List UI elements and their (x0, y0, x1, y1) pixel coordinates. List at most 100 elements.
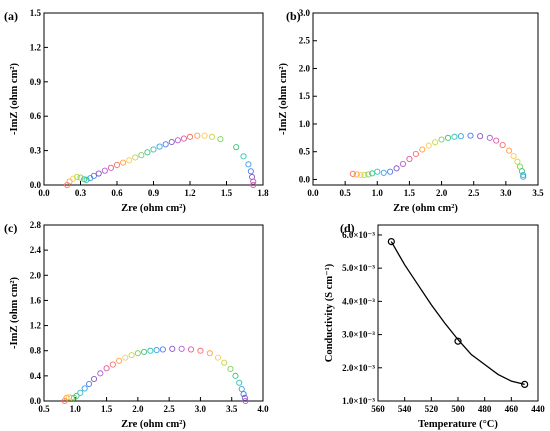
data-point (393, 165, 400, 172)
x-tick-label: 1.5 (101, 404, 113, 414)
x-tick-label: 4.0 (257, 404, 269, 414)
data-point (103, 365, 110, 372)
x-tick-label: 3.0 (500, 188, 512, 198)
data-point (194, 132, 201, 139)
x-tick-label: 0.3 (75, 188, 87, 198)
data-point (162, 141, 169, 148)
data-point (357, 171, 364, 179)
data-point (169, 345, 176, 352)
data-point (120, 159, 127, 166)
y-tick-label: 2.0 (30, 270, 42, 280)
data-point (477, 133, 484, 140)
x-axis-label: Zre (ohm cm²) (121, 419, 186, 430)
data-point (214, 354, 221, 361)
data-point (159, 346, 166, 353)
data-point (126, 157, 133, 164)
panel-label: (b) (286, 9, 301, 23)
y-axis-label: -ImZ (ohm cm²) (9, 277, 20, 349)
data-point (520, 173, 527, 180)
plot-frame (43, 224, 264, 402)
x-tick-label: 1.0 (70, 404, 82, 414)
data-point (250, 178, 257, 185)
x-tick-label: 3.5 (532, 188, 544, 198)
data-point (380, 169, 387, 176)
y-tick-label: 1.2 (30, 42, 42, 52)
data-point (506, 147, 513, 154)
y-tick-label: 1.2 (30, 321, 42, 331)
y-axis-label: -ImZ (ohm cm²) (278, 63, 289, 135)
chart-panel-3: 0.5 1.0 1.5 2.0 2.5 3.0 3.5 4.0 0.0 0.4 0.8 1.2 1.6 2… (4, 220, 269, 430)
x-tick-label: 440 (531, 404, 545, 414)
data-point (206, 350, 213, 357)
y-axis-label: Conductivity (S cm⁻¹) (324, 263, 335, 362)
y-tick-label: 0.3 (30, 146, 42, 156)
y-tick-label: 3.0×10⁻³ (342, 330, 375, 340)
y-tick-label: 0.0 (30, 396, 42, 406)
x-tick-label: 1.2 (184, 188, 196, 198)
x-tick-label: 2.5 (468, 188, 480, 198)
data-point (95, 170, 102, 177)
x-tick-label: 1.0 (372, 188, 384, 198)
data-point (520, 171, 527, 179)
data-point (86, 380, 93, 388)
data-point (510, 153, 517, 160)
x-axis-label: Temperature (°C) (418, 419, 498, 430)
data-point (365, 171, 372, 178)
x-tick-label: 3.5 (226, 404, 238, 414)
data-point (101, 167, 108, 174)
data-point (73, 173, 80, 181)
data-point (81, 176, 88, 183)
chart-panel-1: 0.0 0.3 0.6 0.9 1.2 1.5 1.8 0.0 0.3 0.6 0.9 1.2 1.5 Z… (4, 8, 269, 214)
data-point (493, 137, 500, 144)
data-point (454, 337, 462, 345)
data-point (132, 154, 139, 161)
data-point (240, 153, 247, 160)
data-point (467, 132, 474, 139)
data-point (208, 133, 215, 140)
data-point (168, 138, 175, 146)
data-point (432, 139, 439, 146)
data-point (73, 392, 80, 400)
data-point (247, 168, 254, 175)
data-point (83, 176, 90, 183)
data-point (141, 348, 148, 356)
panel-label: (c) (4, 221, 17, 235)
data-point (147, 347, 154, 354)
x-tick-label: 460 (505, 404, 519, 414)
data-point (68, 394, 75, 401)
y-tick-label: 0.0 (30, 180, 42, 190)
x-tick-label: 1.5 (221, 188, 233, 198)
data-point (406, 155, 413, 162)
data-point (109, 361, 116, 368)
data-point (201, 132, 208, 139)
data-point (153, 347, 160, 354)
data-point (374, 168, 381, 175)
data-point (361, 171, 368, 179)
chart-panel-2: 0.0 0.5 1.0 1.5 2.0 2.5 3.0 3.5 0.0 0.5 1.0 1.5 2.0 2… (278, 8, 544, 214)
data-point (107, 164, 114, 171)
data-point (81, 385, 88, 392)
x-tick-label: 480 (478, 404, 492, 414)
x-tick-label: 3.0 (195, 404, 207, 414)
x-axis-label: Zre (ohm cm²) (121, 203, 186, 214)
plot-frame (312, 12, 539, 186)
y-tick-label: 2.4 (30, 245, 42, 255)
y-tick-label: 6.0×10⁻³ (342, 230, 375, 240)
y-tick-label: 1.0 (299, 119, 311, 129)
y-tick-label: 1.0×10⁻³ (342, 396, 375, 406)
data-point (349, 170, 356, 177)
x-tick-label: 0.9 (148, 188, 160, 198)
y-tick-label: 1.5 (299, 91, 311, 101)
data-point (150, 146, 157, 153)
y-tick-label: 0.0 (299, 174, 311, 184)
data-point (77, 174, 84, 181)
data-point (156, 143, 163, 150)
data-point (91, 375, 98, 383)
y-tick-label: 4.0×10⁻³ (342, 296, 375, 306)
data-point (521, 380, 529, 388)
data-point (134, 350, 141, 357)
x-tick-label: 0.5 (340, 188, 352, 198)
x-tick-label: 0.5 (38, 404, 50, 414)
data-point (241, 394, 248, 401)
